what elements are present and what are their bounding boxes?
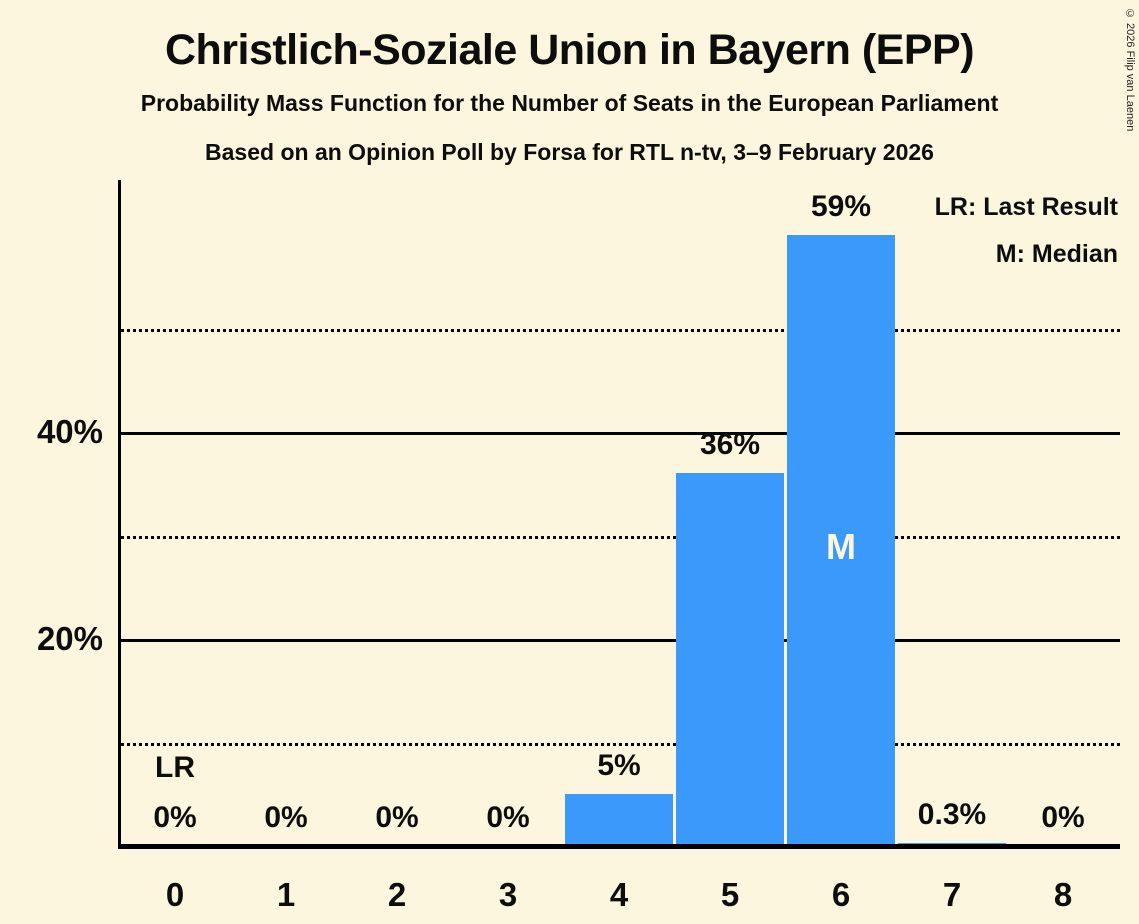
plot-area: [121, 180, 1120, 846]
bar-seats-4: [565, 794, 673, 846]
x-axis-label-0: 0: [165, 876, 185, 913]
gridline-10pct: [121, 742, 1120, 746]
bar-seats-6: [787, 235, 895, 846]
chart-subtitle: Probability Mass Function for the Number…: [140, 90, 999, 116]
bar-value-label-8: 0%: [1041, 801, 1085, 834]
chart-legend: LR: Last Result M: Median: [935, 184, 1118, 278]
x-axis-label-4: 4: [609, 876, 629, 913]
legend-median: M: Median: [995, 240, 1118, 268]
x-axis-label-8: 8: [1053, 876, 1073, 913]
bar-value-label-7: 0.3%: [917, 797, 987, 831]
x-axis-label-2: 2: [387, 876, 407, 913]
bar-value-label-0: 0%: [153, 801, 197, 834]
gridline-20pct: [121, 639, 1120, 642]
gridline-50pct: [121, 328, 1120, 332]
x-axis-label-1: 1: [276, 876, 296, 913]
gridline-40pct: [121, 432, 1120, 435]
x-axis-label-6: 6: [831, 876, 851, 913]
gridline-30pct: [121, 535, 1120, 539]
bar-value-label-4: 5%: [597, 749, 641, 783]
x-axis-label-3: 3: [498, 876, 518, 913]
y-axis-label-40: 40%: [36, 413, 103, 450]
x-axis-label-5: 5: [720, 876, 740, 913]
chart-title: Christlich-Soziale Union in Bayern (EPP): [164, 26, 975, 74]
last-result-annotation: LR: [155, 751, 195, 784]
bar-value-label-5: 36%: [699, 428, 761, 462]
legend-last-result: LR: Last Result: [934, 193, 1118, 221]
copyright-notice: © 2026 Filip van Laenen: [1124, 8, 1136, 132]
y-axis-line: [118, 180, 121, 846]
chart-source-line: Based on an Opinion Poll by Forsa for RT…: [205, 139, 934, 165]
bar-value-label-6: 59%: [810, 190, 872, 224]
x-axis-line: [118, 844, 1120, 849]
y-axis-label-20: 20%: [36, 620, 103, 657]
median-annotation: M: [826, 525, 856, 567]
x-axis-label-7: 7: [942, 876, 962, 913]
bar-value-label-1: 0%: [264, 801, 308, 834]
bar-value-label-2: 0%: [375, 801, 419, 834]
bar-value-label-3: 0%: [486, 801, 530, 834]
bar-seats-5: [676, 473, 784, 846]
